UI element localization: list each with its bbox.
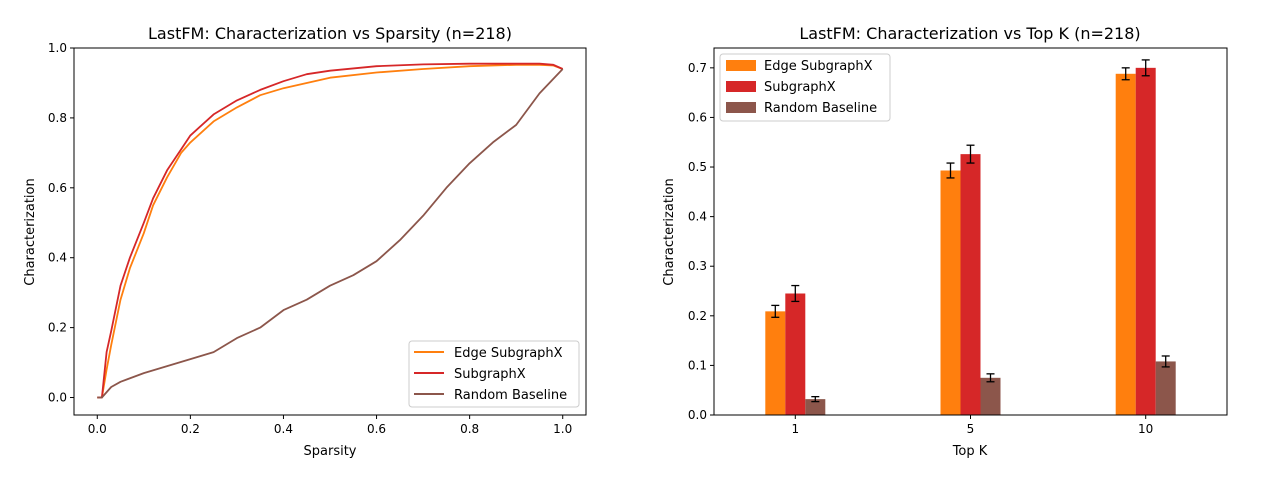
topk-ytick-label: 0.1	[688, 358, 707, 372]
topk-bar-subgraphx	[1135, 67, 1156, 416]
topk-ytick-label: 0.3	[688, 259, 707, 273]
sparsity-ytick-label: 1.0	[48, 41, 67, 55]
sparsity-legend-label-edge-subgraphx: Edge SubgraphX	[454, 346, 563, 361]
sparsity-chart-xlabel: Sparsity	[304, 444, 357, 459]
topk-legend-label-random-baseline: Random Baseline	[764, 101, 877, 116]
sparsity-xtick-label: 0.4	[274, 422, 293, 436]
topk-legend-swatch-subgraphx	[726, 81, 756, 92]
topk-xtick-label: 1	[791, 422, 799, 436]
sparsity-legend-label-random-baseline: Random Baseline	[454, 388, 567, 403]
topk-legend: Edge SubgraphX SubgraphX Random Baseline	[719, 53, 891, 122]
topk-bar-edge-subgraphx	[765, 311, 786, 415]
sparsity-ytick-label: 0.8	[48, 111, 67, 125]
topk-bar-random-baseline	[1155, 361, 1176, 415]
topk-bar-random-baseline	[805, 399, 826, 415]
sparsity-chart-title: LastFM: Characterization vs Sparsity (n=…	[148, 24, 512, 43]
sparsity-xtick-label: 0.0	[88, 422, 107, 436]
sparsity-ytick-label: 0.2	[48, 321, 67, 335]
sparsity-legend-box	[408, 340, 580, 408]
sparsity-ytick-label: 0.6	[48, 181, 67, 195]
topk-bar-edge-subgraphx	[1115, 73, 1136, 416]
topk-ytick-label: 0.5	[688, 160, 707, 174]
sparsity-legend: Edge SubgraphX SubgraphX Random Baseline	[408, 340, 580, 408]
topk-legend-label-edge-subgraphx: Edge SubgraphX	[764, 59, 873, 74]
topk-ytick-label: 0.4	[688, 210, 707, 224]
sparsity-plot-frame	[73, 47, 587, 416]
topk-bar-edge-subgraphx	[940, 170, 961, 415]
sparsity-plot-area: 0.0 0.2 0.4 0.6 0.8 1.0 0.0 0.2 0.4 0.6 0.8 1.0	[48, 41, 572, 436]
topk-bar-random-baseline	[980, 377, 1001, 415]
topk-bar-subgraphx	[960, 154, 981, 415]
topk-plot-frame	[713, 47, 1228, 416]
topk-legend-swatch-random-baseline	[726, 102, 756, 113]
sparsity-series-line-edge-subgraphx	[97, 63, 564, 399]
sparsity-ytick-label: 0.0	[48, 391, 67, 405]
sparsity-chart: LastFM: Characterization vs Sparsity (n=…	[23, 24, 587, 459]
topk-xtick-label: 10	[1138, 422, 1153, 436]
sparsity-xtick-label: 0.8	[460, 422, 479, 436]
topk-xtick-label: 5	[967, 422, 975, 436]
topk-chart-xlabel: Top K	[952, 444, 988, 459]
sparsity-legend-label-subgraphx: SubgraphX	[454, 367, 526, 382]
sparsity-chart-ylabel: Characterization	[23, 178, 38, 286]
topk-ytick-label: 0.7	[688, 61, 707, 75]
sparsity-xtick-label: 0.6	[367, 422, 386, 436]
topk-plot-area: 0.0 0.1 0.2 0.3 0.4 0.5 0.6 0.7 1 5 10	[688, 59, 1176, 436]
sparsity-series-line-subgraphx	[97, 62, 564, 399]
topk-chart-title: LastFM: Characterization vs Top K (n=218…	[799, 24, 1140, 43]
topk-ytick-label: 0.2	[688, 309, 707, 323]
sparsity-series-line-random-baseline	[97, 68, 564, 399]
sparsity-xtick-label: 0.2	[181, 422, 200, 436]
topk-bar-subgraphx	[785, 293, 806, 415]
topk-legend-label-subgraphx: SubgraphX	[764, 80, 836, 95]
sparsity-xtick-label: 1.0	[553, 422, 572, 436]
topk-ytick-label: 0.6	[688, 110, 707, 124]
topk-ytick-label: 0.0	[688, 408, 707, 422]
topk-legend-box	[719, 53, 891, 122]
sparsity-ytick-label: 0.4	[48, 251, 67, 265]
topk-chart-ylabel: Characterization	[662, 178, 677, 286]
topk-chart: LastFM: Characterization vs Top K (n=218…	[662, 24, 1228, 459]
topk-legend-swatch-edge-subgraphx	[726, 60, 756, 71]
